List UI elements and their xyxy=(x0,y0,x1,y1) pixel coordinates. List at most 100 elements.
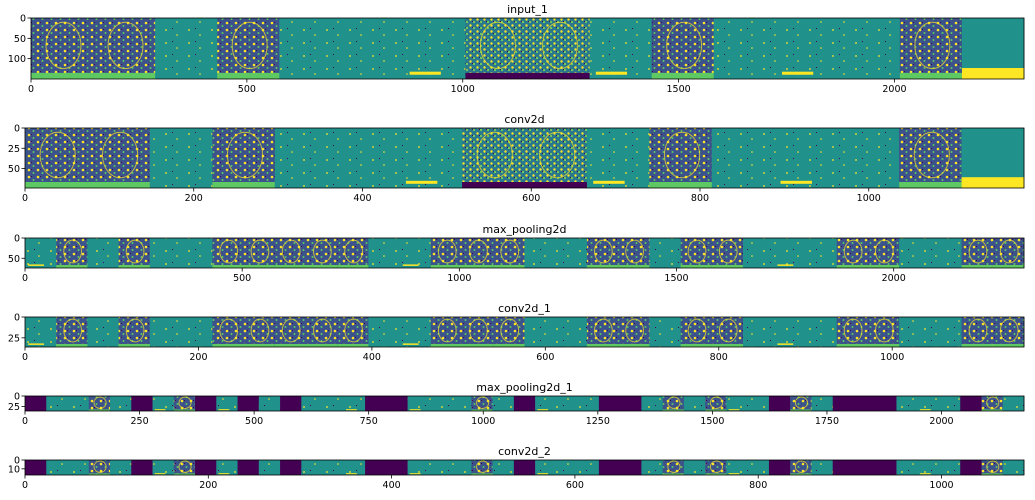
tile-face xyxy=(618,238,650,268)
tile-yellow-band xyxy=(961,68,1025,79)
tile-face xyxy=(711,238,744,268)
x-tick-label: 400 xyxy=(363,352,381,363)
axes-frame xyxy=(30,17,1025,80)
tile-sparse xyxy=(837,18,901,79)
tile-sparse xyxy=(322,460,345,475)
tile-face xyxy=(212,238,244,268)
tile-face xyxy=(493,317,525,347)
tile-sparse xyxy=(556,396,579,411)
tile-face xyxy=(430,238,463,268)
tile-sparse xyxy=(774,128,838,188)
tile-face-outline xyxy=(625,239,644,264)
tile-sparse xyxy=(774,317,806,347)
tile-bottom-band xyxy=(465,72,528,79)
tile-sparse xyxy=(930,317,962,347)
tile-sparse xyxy=(407,460,430,475)
tile-face-outline xyxy=(874,318,894,343)
tile-sparse xyxy=(535,396,557,411)
tile-sparse xyxy=(1002,460,1025,475)
tile-sparse xyxy=(524,238,557,268)
tile-edge xyxy=(402,343,419,345)
tile-sparse xyxy=(258,460,281,475)
tile-sparse xyxy=(87,317,120,347)
tile-sparse xyxy=(149,317,182,347)
tile-face-outline xyxy=(687,239,707,264)
tile-edge xyxy=(409,473,421,475)
tile-sparse xyxy=(149,238,182,268)
tile-edge xyxy=(593,180,625,184)
tile-face xyxy=(527,18,590,79)
tile-sparse xyxy=(896,396,919,411)
tile-sparse xyxy=(155,18,218,79)
tile-bottom-band xyxy=(524,182,588,188)
tile-sparse xyxy=(301,460,323,475)
tile-bottom-band xyxy=(618,344,650,347)
tile-sparse xyxy=(343,396,366,411)
x-tick-label: 400 xyxy=(353,193,371,204)
tile-bottom-band xyxy=(337,265,369,268)
tile-sparse xyxy=(775,18,839,79)
tile-face xyxy=(305,317,338,347)
x-tick-label: 1000 xyxy=(880,352,904,363)
tile-edge xyxy=(777,343,794,345)
tile-dark xyxy=(853,460,876,475)
x-tick-label: 200 xyxy=(185,193,203,204)
tile-face-outline xyxy=(63,318,83,343)
x-tick-label: 800 xyxy=(749,480,767,491)
tile-bottom-band xyxy=(305,265,338,268)
tile-dark xyxy=(386,396,408,411)
tile-face-outline xyxy=(45,21,82,70)
tile-sparse xyxy=(938,460,961,475)
tile-face-outline xyxy=(250,239,270,264)
tile-sparse xyxy=(492,396,515,411)
tile-sparse xyxy=(726,396,749,411)
tile-sparse xyxy=(450,396,472,411)
x-tick-label: 600 xyxy=(522,193,540,204)
tile-sparse xyxy=(555,238,588,268)
tile-sparse xyxy=(181,317,213,347)
tile-bottom-band xyxy=(430,344,463,347)
tile-sparse xyxy=(216,460,238,475)
x-tick-label: 1500 xyxy=(700,416,724,427)
tile-face-outline xyxy=(281,318,301,343)
tile-face xyxy=(586,317,619,347)
tile-edge xyxy=(728,473,740,475)
tile-sparse xyxy=(649,238,681,268)
axes-frame xyxy=(24,316,1025,348)
tile-face xyxy=(93,18,156,79)
tile-bottom-band xyxy=(430,265,463,268)
tile-face-outline xyxy=(469,318,488,343)
tile-edge xyxy=(154,409,166,411)
tile-face-outline xyxy=(718,239,738,264)
tile-dark xyxy=(768,396,791,411)
tile-edge xyxy=(919,409,931,411)
tile-dark xyxy=(853,396,876,411)
tile-face-outline xyxy=(663,131,701,179)
tile-bottom-band xyxy=(705,409,727,411)
tile-bottom-band xyxy=(337,344,369,347)
tile-edge xyxy=(919,473,931,475)
tile-dark xyxy=(280,396,302,411)
tile-bottom-band xyxy=(790,409,812,411)
tile-face xyxy=(305,238,338,268)
tile-face-outline xyxy=(718,318,738,343)
tile-sparse xyxy=(899,238,931,268)
tile-face xyxy=(462,238,494,268)
tile-face-outline xyxy=(344,318,363,343)
x-tick-label: 2000 xyxy=(929,416,953,427)
tile-sparse xyxy=(938,396,961,411)
tile-bottom-band xyxy=(471,473,494,475)
tile-edge xyxy=(218,473,230,475)
tile-face-outline xyxy=(125,318,145,343)
tile-sparse xyxy=(774,238,806,268)
tile-face xyxy=(118,317,151,347)
tile-bottom-band xyxy=(493,265,525,268)
y-tick-label: 50 xyxy=(8,164,20,175)
tile-dark xyxy=(598,460,621,475)
tile-face xyxy=(836,317,869,347)
tile-face-outline xyxy=(281,239,301,264)
tile-face-outline xyxy=(476,396,490,409)
tile-face xyxy=(337,317,369,347)
tile-sparse xyxy=(930,238,962,268)
